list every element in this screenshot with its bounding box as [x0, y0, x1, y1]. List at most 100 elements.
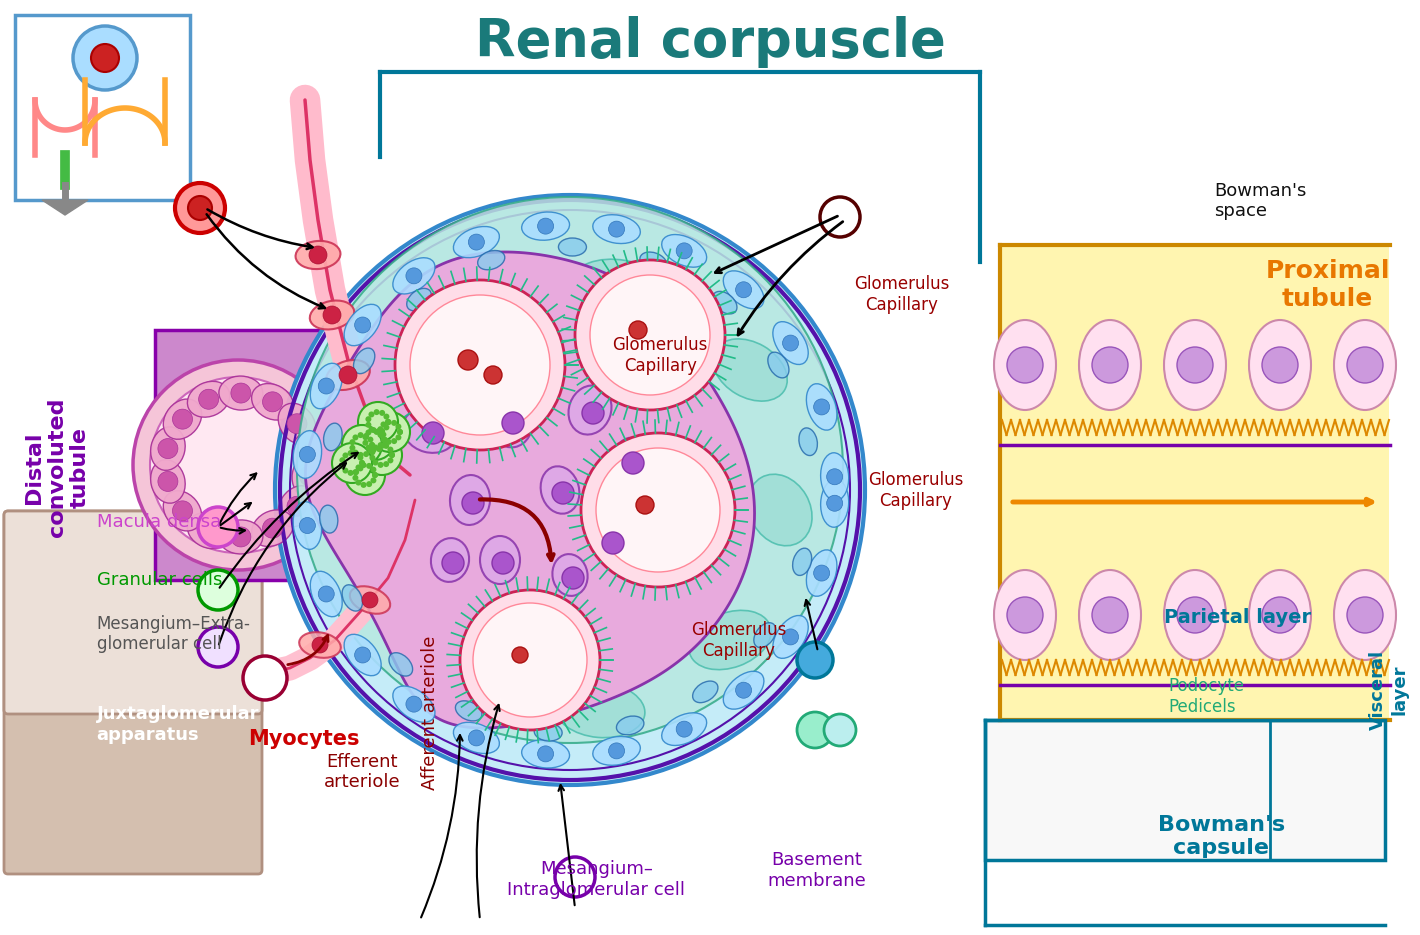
Circle shape [354, 451, 359, 457]
Ellipse shape [344, 634, 381, 676]
Ellipse shape [393, 686, 435, 722]
Circle shape [736, 683, 751, 698]
Circle shape [382, 437, 388, 443]
Circle shape [1177, 597, 1213, 633]
Ellipse shape [541, 467, 579, 513]
Ellipse shape [807, 550, 836, 597]
Ellipse shape [555, 683, 645, 738]
Circle shape [386, 439, 392, 445]
Circle shape [381, 437, 386, 442]
Text: Visceral
layer: Visceral layer [1369, 650, 1409, 730]
Circle shape [366, 482, 372, 487]
Circle shape [263, 518, 283, 539]
Ellipse shape [327, 360, 369, 390]
Ellipse shape [480, 536, 520, 584]
Ellipse shape [612, 438, 648, 482]
Circle shape [172, 410, 193, 429]
Ellipse shape [689, 611, 771, 669]
Ellipse shape [342, 584, 362, 611]
Circle shape [422, 422, 444, 444]
Circle shape [339, 366, 356, 384]
Circle shape [596, 448, 720, 572]
Ellipse shape [219, 376, 263, 410]
Circle shape [379, 410, 385, 416]
Text: Afferent arteriole: Afferent arteriole [422, 636, 439, 790]
Ellipse shape [1333, 570, 1396, 660]
Circle shape [379, 428, 385, 434]
Circle shape [364, 451, 369, 457]
Ellipse shape [552, 554, 588, 596]
Ellipse shape [300, 632, 341, 658]
Circle shape [469, 234, 484, 250]
Circle shape [158, 471, 178, 492]
FancyBboxPatch shape [16, 15, 190, 200]
Circle shape [381, 422, 386, 427]
Circle shape [1262, 347, 1298, 383]
Ellipse shape [403, 407, 457, 453]
Circle shape [373, 410, 379, 415]
Circle shape [352, 475, 358, 481]
Polygon shape [43, 200, 88, 215]
Circle shape [369, 442, 375, 448]
Circle shape [369, 442, 375, 448]
Ellipse shape [821, 480, 849, 527]
Ellipse shape [295, 241, 341, 269]
Ellipse shape [406, 288, 432, 310]
Circle shape [369, 454, 375, 461]
Ellipse shape [1164, 320, 1225, 410]
Circle shape [197, 627, 239, 667]
Circle shape [602, 532, 623, 554]
Ellipse shape [310, 300, 354, 329]
Circle shape [385, 419, 391, 425]
Ellipse shape [293, 502, 322, 550]
Polygon shape [305, 252, 754, 728]
Circle shape [371, 412, 410, 452]
Ellipse shape [821, 453, 849, 501]
Circle shape [158, 439, 178, 458]
Circle shape [378, 426, 383, 432]
Circle shape [91, 44, 119, 72]
Ellipse shape [1333, 320, 1396, 410]
Ellipse shape [163, 399, 202, 439]
Circle shape [365, 416, 372, 423]
Circle shape [503, 412, 524, 434]
Circle shape [1348, 597, 1383, 633]
Circle shape [358, 454, 364, 461]
Circle shape [824, 714, 856, 746]
Ellipse shape [293, 453, 327, 497]
Text: Bowman's
capsule: Bowman's capsule [1157, 815, 1285, 858]
Circle shape [1092, 347, 1127, 383]
Circle shape [359, 460, 365, 466]
Ellipse shape [151, 426, 185, 470]
Ellipse shape [344, 304, 381, 346]
Circle shape [386, 419, 392, 425]
Circle shape [389, 452, 395, 458]
Circle shape [361, 462, 366, 468]
Circle shape [275, 195, 865, 785]
Circle shape [231, 527, 251, 547]
Ellipse shape [1250, 320, 1311, 410]
Circle shape [383, 461, 389, 468]
Circle shape [362, 592, 378, 608]
Ellipse shape [807, 383, 836, 430]
Ellipse shape [1250, 570, 1311, 660]
Circle shape [460, 590, 601, 730]
Circle shape [342, 453, 348, 458]
Circle shape [352, 435, 358, 440]
Circle shape [199, 389, 219, 410]
Ellipse shape [293, 431, 322, 479]
Circle shape [473, 603, 586, 717]
Ellipse shape [399, 642, 481, 698]
Ellipse shape [799, 428, 818, 455]
Text: Glomerulus
Capillary: Glomerulus Capillary [690, 621, 787, 660]
Ellipse shape [487, 393, 532, 447]
Circle shape [339, 463, 345, 468]
Ellipse shape [187, 512, 230, 549]
Circle shape [365, 429, 372, 436]
Circle shape [352, 450, 358, 455]
Ellipse shape [354, 348, 375, 374]
Circle shape [378, 462, 383, 468]
Circle shape [382, 437, 388, 443]
Text: Bowman's
space: Bowman's space [1214, 181, 1306, 221]
Circle shape [484, 366, 503, 384]
